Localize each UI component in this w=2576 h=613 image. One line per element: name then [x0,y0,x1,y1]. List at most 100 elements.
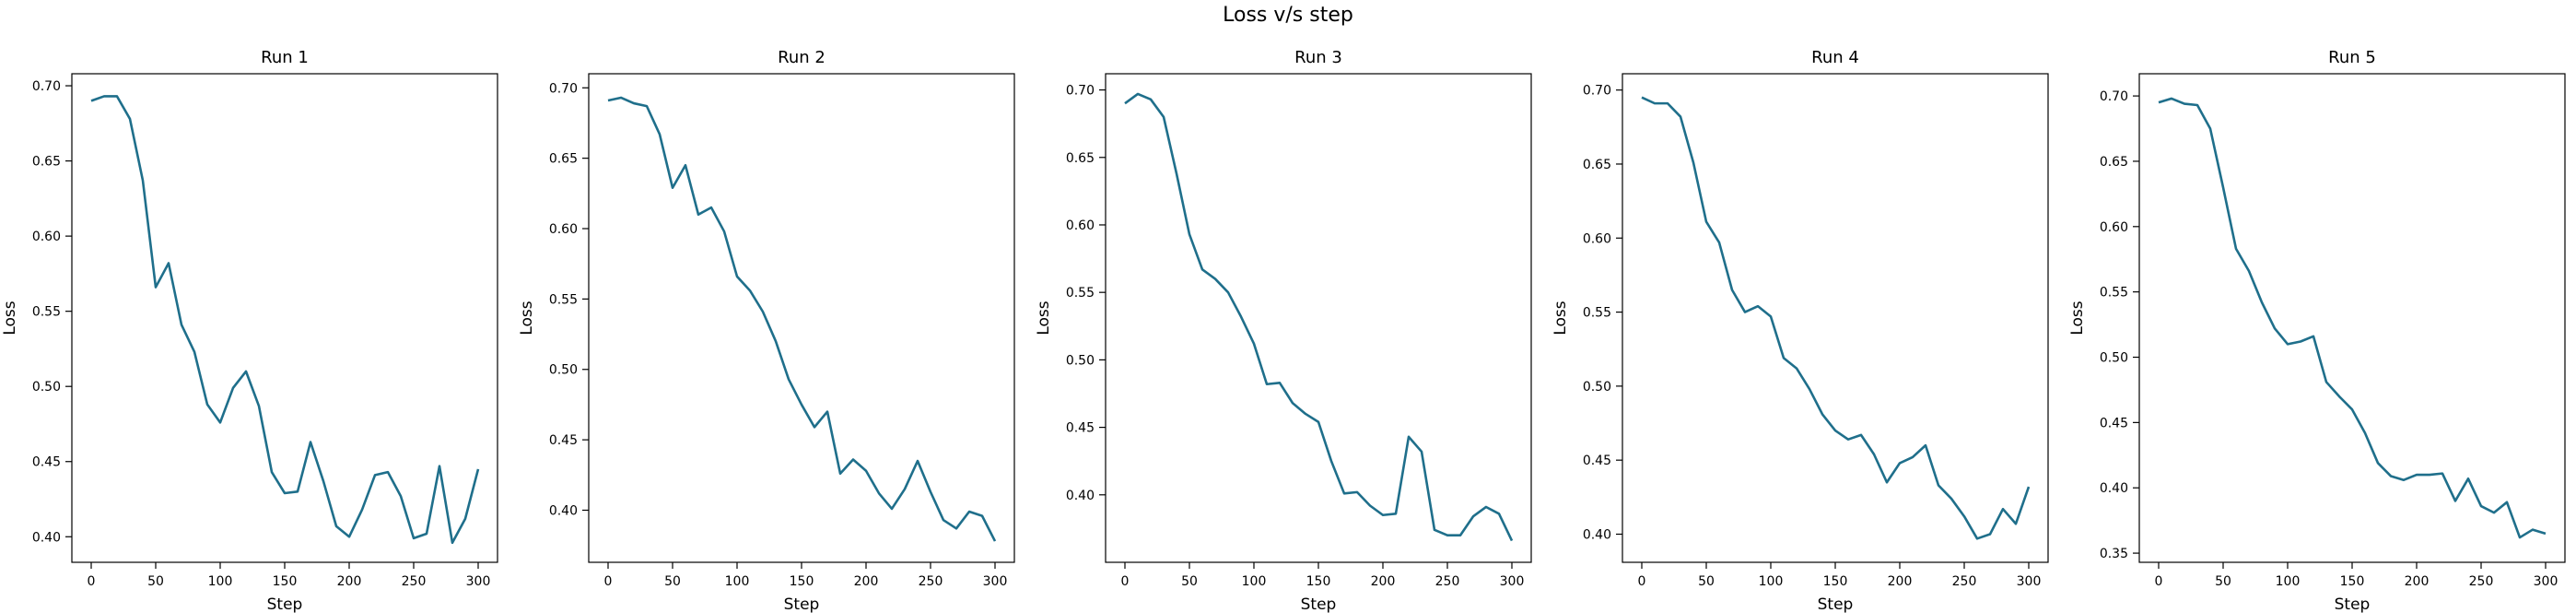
x-axis-label: Step [784,595,820,613]
y-tick-label: 0.40 [1583,527,1611,542]
x-tick-label: 300 [1500,574,1525,589]
y-tick-label: 0.65 [32,155,61,170]
y-tick-label: 0.55 [1583,306,1611,321]
x-tick-label: 100 [1759,574,1784,589]
chart-title: Run 5 [2328,48,2376,67]
x-tick-label: 200 [1888,574,1913,589]
y-tick-label: 0.40 [32,530,61,545]
y-tick-label: 0.70 [32,79,61,94]
plot-frame [588,73,1015,563]
plot-frame [71,73,498,563]
x-tick-label: 300 [2534,574,2558,589]
x-tick-label: 200 [2405,574,2430,589]
x-tick-label: 0 [604,574,613,589]
x-tick-label: 150 [273,574,298,589]
series-line-1 [1124,92,1514,542]
y-tick-label: 0.45 [1583,454,1611,468]
y-tick-label: 0.70 [1066,84,1095,99]
x-tick-label: 150 [1823,574,1848,589]
x-tick-label: 150 [1306,574,1331,589]
x-tick-label: 300 [983,574,1008,589]
y-axis-label: Loss [1,301,19,335]
series-line-1 [1641,96,2031,540]
x-tick-label: 300 [466,574,491,589]
y-tick-label: 0.60 [32,230,61,244]
y-tick-label: 0.60 [2100,220,2128,235]
y-tick-label: 0.55 [549,292,578,307]
x-tick-label: 250 [1435,574,1460,589]
x-tick-label: 100 [1242,574,1267,589]
x-tick-label: 250 [1952,574,1977,589]
chart-panel-2: Run 2 0.40 0.45 0.50 0.55 0.60 0.65 0.70 0 50 100 1… [518,48,1015,613]
y-axis-label: Loss [2068,301,2087,335]
y-axis-label: Loss [1551,301,1570,335]
x-tick-label: 0 [1121,574,1130,589]
figure-title: Loss v/s step [1223,4,1353,27]
y-tick-label: 0.45 [32,455,61,470]
x-tick-label: 50 [664,574,681,589]
x-tick-label: 250 [919,574,943,589]
y-tick-label: 0.60 [1583,231,1611,246]
y-tick-label: 0.55 [32,305,61,320]
chart-panel-5: Run 5 0.35 0.40 0.45 0.50 0.55 0.60 0.65 0.70 0 50… [2068,48,2566,613]
chart-title: Run 1 [261,48,309,67]
y-tick-label: 0.45 [1066,421,1095,436]
x-tick-label: 250 [402,574,427,589]
x-tick-label: 100 [208,574,233,589]
x-tick-label: 100 [725,574,750,589]
plot-frame [1105,73,1532,563]
y-tick-label: 0.40 [1066,489,1095,503]
y-tick-label: 0.70 [1583,84,1611,99]
y-tick-label: 0.70 [2100,89,2128,104]
chart-title: Run 2 [778,48,825,67]
x-tick-label: 50 [147,574,164,589]
x-tick-label: 0 [88,574,96,589]
chart-panel-3: Run 3 0.40 0.45 0.50 0.55 0.60 0.65 0.70 0 50 100 1… [1035,48,1532,613]
y-tick-label: 0.65 [2100,155,2128,170]
y-tick-label: 0.45 [2100,416,2128,430]
series-line-1 [2158,97,2547,539]
y-tick-label: 0.50 [1583,380,1611,395]
y-axis-label: Loss [1035,301,1053,335]
series-line-1 [607,96,997,542]
x-axis-label: Step [2335,595,2371,613]
chart-title: Run 4 [1811,48,1859,67]
x-tick-label: 0 [2155,574,2163,589]
chart-title: Run 3 [1294,48,1342,67]
y-tick-label: 0.50 [549,363,578,378]
plot-frame [1622,73,2049,563]
x-tick-label: 150 [790,574,814,589]
x-axis-label: Step [1818,595,1854,613]
y-tick-label: 0.65 [1066,151,1095,166]
y-tick-label: 0.45 [549,433,578,448]
x-axis-label: Step [1301,595,1337,613]
x-tick-label: 150 [2340,574,2365,589]
y-tick-label: 0.50 [32,380,61,395]
y-tick-label: 0.70 [549,81,578,96]
y-tick-label: 0.65 [1583,158,1611,172]
plot-frame [2138,73,2566,563]
y-tick-label: 0.55 [1066,286,1095,301]
y-tick-label: 0.40 [549,503,578,518]
x-tick-label: 0 [1638,574,1646,589]
y-tick-label: 0.40 [2100,481,2128,496]
chart-panel-1: Run 1 0.40 0.45 0.50 0.55 0.60 0.65 0.70 0 50 100 1… [1,48,498,613]
y-axis-label: Loss [518,301,536,335]
x-tick-label: 250 [2469,574,2494,589]
x-tick-label: 200 [1371,574,1396,589]
x-tick-label: 300 [2017,574,2042,589]
x-tick-label: 50 [1698,574,1715,589]
x-tick-label: 50 [2215,574,2231,589]
x-tick-label: 50 [1181,574,1198,589]
y-tick-label: 0.65 [549,152,578,167]
y-tick-label: 0.55 [2100,286,2128,301]
x-axis-label: Step [267,595,303,613]
x-tick-label: 200 [854,574,879,589]
y-tick-label: 0.35 [2100,547,2128,561]
y-tick-label: 0.60 [549,222,578,237]
x-tick-label: 100 [2276,574,2301,589]
y-tick-label: 0.60 [1066,218,1095,233]
x-tick-label: 200 [337,574,362,589]
